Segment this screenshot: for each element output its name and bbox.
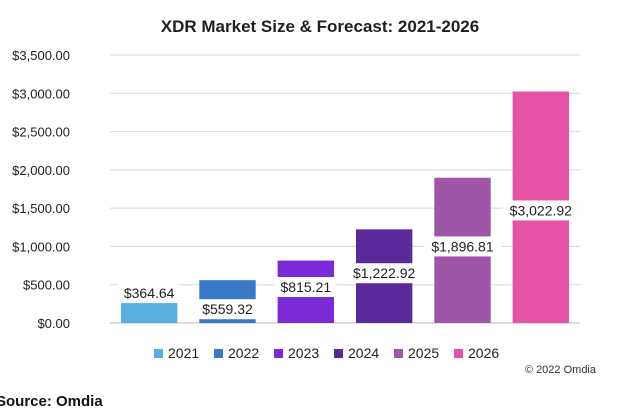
legend: 2021 2022 2023 2024 2025 2026: [154, 345, 499, 361]
bars: [120, 91, 570, 323]
data-label-box: [118, 283, 180, 304]
y-tick-label: $500.00: [23, 278, 70, 293]
legend-swatch-2021: [154, 349, 163, 358]
legend-label-2022: 2022: [228, 345, 259, 361]
legend-label-2026: 2026: [468, 345, 499, 361]
data-label-box: [275, 277, 337, 298]
copyright-note: © 2022 Omdia: [525, 364, 597, 376]
legend-swatch-2022: [214, 349, 223, 358]
chart-title: XDR Market Size & Forecast: 2021-2026: [161, 17, 479, 36]
data-label-2022: $559.32: [202, 301, 253, 317]
data-label-2026: $3,022.92: [510, 202, 572, 218]
legend-label-2021: 2021: [168, 345, 199, 361]
data-label-2023: $815.21: [281, 279, 332, 295]
y-tick-label: $1,000.00: [12, 239, 70, 254]
y-tick-label: $2,000.00: [12, 163, 70, 178]
y-tick-label: $3,000.00: [12, 86, 70, 101]
data-label-box: [423, 236, 502, 257]
legend-swatch-2026: [454, 349, 463, 358]
data-label-box: [196, 299, 259, 320]
legend-swatch-2024: [334, 349, 343, 358]
gridlines: [110, 54, 580, 324]
data-labels: $364.64 $559.32 $815.21 $1,222.92 $1,896.81 $…: [118, 200, 580, 320]
data-label-2021: $364.64: [124, 285, 175, 301]
y-tick-label: $1,500.00: [12, 201, 70, 216]
y-axis: $0.00 $500.00 $1,000.00 $1,500.00 $2,000.00 $…: [12, 48, 70, 331]
source-note: Source: Omdia: [0, 393, 103, 410]
data-label-2025: $1,896.81: [431, 238, 493, 254]
y-tick-label: $0.00: [37, 316, 70, 331]
legend-label-2025: 2025: [408, 345, 439, 361]
legend-swatch-2023: [274, 349, 283, 358]
data-label-2024: $1,222.92: [353, 265, 415, 281]
y-tick-label: $3,500.00: [12, 48, 70, 63]
data-label-box: [345, 263, 423, 284]
legend-label-2024: 2024: [348, 345, 379, 361]
y-tick-label: $2,500.00: [12, 125, 70, 140]
data-label-box: [502, 200, 580, 221]
legend-label-2023: 2023: [288, 345, 319, 361]
legend-swatch-2025: [394, 349, 403, 358]
